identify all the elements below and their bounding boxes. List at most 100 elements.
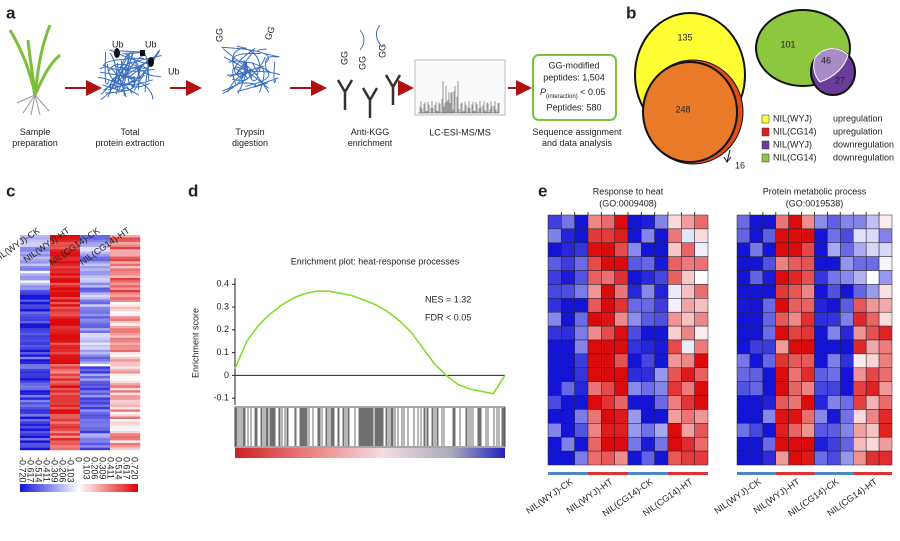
heatmap-cell — [878, 450, 893, 466]
heatmap-stripe — [110, 392, 141, 396]
heatmap-cell — [865, 450, 880, 466]
heatmap-cell — [694, 325, 709, 341]
heatmap-stripe — [50, 335, 81, 338]
heatmap-stripe — [110, 378, 141, 381]
heatmap-stripe — [20, 235, 51, 238]
heatmap-stripe — [110, 278, 141, 281]
heatmap-stripe — [50, 442, 81, 446]
heatmap-cell — [762, 256, 776, 271]
heatmap-cell — [827, 339, 841, 355]
heatmap-stripe — [50, 342, 81, 346]
heatmap-stripe — [80, 356, 111, 360]
heatmap-stripe — [110, 275, 141, 279]
heatmap-cell — [840, 242, 854, 257]
heatmap-stripe — [80, 371, 111, 374]
heatmap-stripe — [50, 251, 81, 255]
heatmap-cell — [694, 423, 709, 438]
heatmap-cell — [736, 395, 751, 410]
heatmap-stripe — [80, 268, 111, 272]
heatmap-stripe — [110, 254, 141, 257]
heatmap-stripe — [80, 249, 111, 252]
heatmap-cell — [654, 325, 669, 341]
heatmap-stripe — [20, 318, 51, 322]
heatmap-cell — [865, 311, 880, 327]
heatmap-stripe — [110, 270, 141, 274]
heatmap-stripe — [20, 294, 51, 298]
heatmap-stripe — [80, 442, 111, 446]
heatmap-cell — [865, 409, 880, 424]
heatmap-stripe — [50, 282, 81, 286]
heatmap-cell — [736, 242, 751, 257]
heatmap-stripe — [20, 407, 51, 410]
heatmap-cell — [667, 270, 682, 285]
heatmap-cell — [681, 353, 695, 369]
heatmap-stripe — [110, 263, 141, 267]
heatmap-cell — [878, 409, 893, 424]
heatmap-cell — [614, 270, 629, 285]
heatmap-cell — [840, 395, 854, 410]
heatmap-stripe — [80, 428, 111, 432]
result-text: P(interaction) < 0.05 — [540, 87, 605, 99]
heatmap-stripe — [80, 256, 111, 260]
y-tick-label: 0.1 — [216, 347, 229, 357]
heatmap-cell — [801, 367, 815, 382]
heatmap-cell — [840, 367, 854, 382]
heatmap-stripe — [110, 383, 141, 386]
heatmap-stripe — [110, 373, 141, 377]
heatmap-stripe — [20, 256, 51, 260]
heatmap-stripe — [80, 354, 111, 358]
heatmap-cell — [574, 450, 589, 466]
heatmap-cell — [681, 395, 695, 410]
heatmap-cell — [654, 298, 669, 313]
heatmap-stripe — [110, 428, 141, 432]
group-strip — [548, 472, 588, 475]
heatmap-stripe — [20, 361, 51, 365]
heatmap-cell — [601, 228, 615, 244]
legend-swatch — [761, 140, 770, 150]
heatmap-cell — [667, 284, 682, 299]
heatmap-cell — [654, 436, 669, 452]
heatmap-stripe — [50, 418, 81, 422]
heatmap-cell — [667, 214, 682, 230]
heatmap-cell — [840, 214, 854, 230]
venn-overlap — [813, 48, 849, 83]
heatmap-stripe — [110, 416, 141, 420]
heatmap-stripe — [50, 347, 81, 350]
heatmap-stripe — [110, 244, 141, 248]
heatmap-stripe — [80, 251, 111, 255]
heatmap-stripe — [80, 426, 111, 429]
heatmap-stripe — [110, 347, 141, 350]
scale-tick-label: 0 — [74, 457, 84, 462]
heatmap-cell — [547, 353, 562, 369]
heatmap-stripe — [80, 340, 111, 343]
heatmap-cell — [775, 256, 789, 271]
scale-tick-label: -0.309 — [50, 457, 60, 483]
heatmap-cell — [614, 450, 629, 466]
heatmap-cell — [627, 325, 642, 341]
heatmap-cell — [853, 256, 867, 271]
heatmap-stripe — [80, 433, 111, 436]
heatmap-subtitle: (GO:0009408) — [599, 198, 657, 208]
heatmap-cell — [749, 298, 764, 313]
heatmap-stripe — [80, 447, 111, 451]
heatmap-stripe — [20, 392, 51, 396]
heatmap-stripe — [110, 313, 141, 317]
heatmap-stripe — [110, 249, 141, 252]
heatmap-stripe — [80, 263, 111, 267]
heatmap-stripe — [80, 402, 111, 405]
heatmap-stripe — [110, 251, 141, 255]
heatmap-stripe — [20, 340, 51, 343]
heatmap-cell — [762, 409, 776, 424]
group-strip — [668, 472, 708, 475]
heatmap-stripe — [80, 385, 111, 389]
heatmap-stripe — [20, 383, 51, 386]
heatmap-stripe — [50, 301, 81, 305]
heatmap-cell — [587, 367, 602, 382]
heatmap-cell — [827, 353, 841, 369]
y-tick-label: 0.2 — [216, 324, 229, 334]
heatmap-stripe — [50, 268, 81, 272]
heatmap-stripe — [20, 397, 51, 401]
rank-colorbar — [235, 448, 505, 458]
legend-name: NIL(CG14) — [773, 152, 817, 162]
heatmap-cell — [840, 423, 854, 438]
